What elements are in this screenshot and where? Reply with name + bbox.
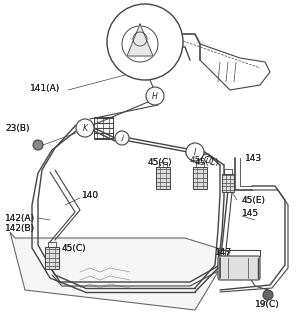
Circle shape bbox=[115, 131, 129, 145]
Text: 143: 143 bbox=[245, 154, 262, 163]
FancyBboxPatch shape bbox=[218, 256, 260, 280]
Text: I: I bbox=[194, 148, 196, 156]
Text: 142(A): 142(A) bbox=[5, 213, 35, 222]
Circle shape bbox=[33, 140, 43, 150]
Polygon shape bbox=[10, 232, 230, 310]
Text: 140: 140 bbox=[82, 190, 99, 199]
Text: 45(C): 45(C) bbox=[148, 157, 173, 166]
Circle shape bbox=[186, 143, 204, 161]
Bar bbox=[45, 247, 59, 269]
Text: 141(A): 141(A) bbox=[30, 84, 60, 92]
Text: H: H bbox=[152, 92, 158, 100]
Circle shape bbox=[76, 119, 94, 137]
Circle shape bbox=[263, 290, 273, 300]
Text: 145: 145 bbox=[242, 209, 259, 218]
Text: 45(C): 45(C) bbox=[148, 157, 173, 166]
Text: 142(B): 142(B) bbox=[5, 223, 35, 233]
Text: 143: 143 bbox=[245, 154, 262, 163]
Text: 19(C): 19(C) bbox=[255, 300, 280, 309]
Text: 45(C): 45(C) bbox=[62, 244, 87, 252]
Circle shape bbox=[146, 87, 164, 105]
Text: 45(E): 45(E) bbox=[242, 196, 266, 204]
Text: 45(E): 45(E) bbox=[242, 196, 266, 204]
Text: 147: 147 bbox=[215, 247, 232, 257]
Bar bbox=[193, 167, 207, 189]
Bar bbox=[156, 167, 170, 189]
Bar bbox=[94, 117, 113, 139]
Text: 45(C): 45(C) bbox=[190, 156, 215, 164]
Bar bbox=[222, 174, 234, 192]
Text: 140: 140 bbox=[82, 190, 99, 199]
Text: 23(B): 23(B) bbox=[5, 124, 30, 132]
Text: 45(C): 45(C) bbox=[195, 157, 220, 166]
Text: 19(C): 19(C) bbox=[255, 300, 280, 309]
Text: 147: 147 bbox=[215, 247, 232, 257]
Text: 142(A): 142(A) bbox=[5, 213, 35, 222]
Text: J: J bbox=[121, 135, 123, 141]
Text: K: K bbox=[82, 124, 88, 132]
Text: 145: 145 bbox=[242, 209, 259, 218]
Polygon shape bbox=[127, 24, 153, 56]
Text: 142(B): 142(B) bbox=[5, 223, 35, 233]
Text: 23(B): 23(B) bbox=[5, 124, 30, 132]
Text: 45(C): 45(C) bbox=[62, 244, 87, 252]
Text: 141(A): 141(A) bbox=[30, 84, 60, 92]
